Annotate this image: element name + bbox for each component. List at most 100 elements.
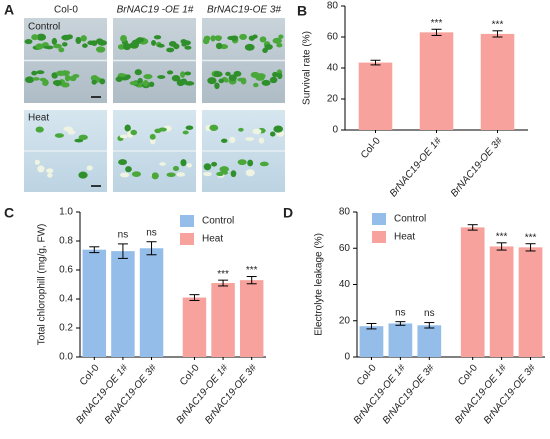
seedling [272,71,279,78]
x-tick-label: BrNAC19-OE 1# [74,362,130,426]
column-label: BrNAC19-OE 3# [207,5,281,16]
seedling [239,33,248,40]
seedling [63,70,71,75]
significance-label: *** [431,18,443,29]
seedling [24,38,33,45]
seedling [273,125,283,133]
seedling [278,34,284,39]
panel-letter: A [4,2,14,18]
seedling [136,37,144,43]
seedling [258,137,265,144]
seedling [95,46,106,53]
seedling [123,43,132,51]
y-tick-label: 0.2 [59,323,73,334]
seedling [225,71,231,77]
legend-label: Control [394,214,426,225]
photo-panel [24,18,285,192]
bar [388,323,413,357]
seedling [259,161,269,167]
x-tick-label: BrNAC19-OE 3# [203,362,259,426]
seedling [63,126,74,132]
seedling [253,82,259,88]
seedling [151,172,159,180]
error-bar [492,30,503,38]
seedling [142,80,149,87]
seedling [262,47,268,54]
bar [489,246,514,357]
error-bar [467,224,478,231]
x-tick-label: BrNAC19-OE 3# [449,135,505,199]
seedling [47,172,53,178]
legend-swatch [372,231,386,243]
seedling [32,77,40,81]
legend-label: Heat [202,234,223,245]
x-tick-label: BrNAC19-OE 1# [388,135,444,199]
seedling [168,40,177,47]
bar [359,326,384,357]
error-bar [366,322,377,330]
seedling [129,41,139,49]
seedling [124,124,131,132]
seedling [53,43,62,49]
y-tick-label: 1.0 [59,207,73,218]
panel-letter: D [283,205,293,221]
seedling [66,34,73,40]
y-tick-label: 0 [344,352,350,363]
bar [139,248,164,357]
seedling [184,71,192,76]
seedling [35,126,44,133]
error-bar [218,279,229,287]
bar [417,325,442,357]
seedling [180,39,187,44]
x-tick-label: Col-0 [355,362,379,388]
seedling [143,73,153,80]
seedling [137,77,143,84]
seedling [237,159,247,166]
x-tick-label: BrNAC19-OE 3# [482,362,538,426]
panel-letter: B [297,3,307,19]
seedling [186,163,192,168]
seedling [54,81,61,87]
y-tick-label: 60 [339,243,351,254]
seedling [209,124,219,131]
bar [480,33,515,130]
error-bar [89,246,100,254]
x-tick-label: BrNAC19-OE 3# [103,362,159,426]
seedling [97,40,107,46]
error-bar [424,322,435,329]
seedling [252,128,262,135]
seedling [176,172,186,177]
x-tick-label: BrNAC19-OE 1# [174,362,230,426]
significance-label: ns [395,307,406,318]
error-bar [395,321,406,326]
significance-label: ns [146,227,157,238]
seedling [184,45,192,50]
significance-label: *** [496,231,508,242]
seedling [69,75,77,82]
seedling [214,82,220,90]
seedling [210,35,216,42]
bar [358,62,393,131]
y-tick-label: 0 [332,125,338,136]
x-tick-label: BrNAC19-OE 3# [381,362,437,426]
seedling [153,35,162,40]
significance-label: ns [424,308,435,319]
y-tick-label: 80 [339,207,351,218]
seedling [82,43,88,48]
seedling [182,130,189,135]
column-label: Col-0 [54,5,78,16]
y-tick-label: 40 [339,279,351,290]
y-axis-label: Electrolyte leakage (%) [314,233,325,336]
error-bar [496,242,507,251]
seedling [78,134,88,140]
legend-label: Heat [394,232,415,243]
seedling [248,35,255,41]
seedling [78,171,88,179]
seedling [277,72,283,80]
significance-label: *** [492,19,504,30]
seedling [64,74,71,82]
seedling [272,37,282,44]
seedling [227,35,236,41]
seedling [74,138,84,143]
